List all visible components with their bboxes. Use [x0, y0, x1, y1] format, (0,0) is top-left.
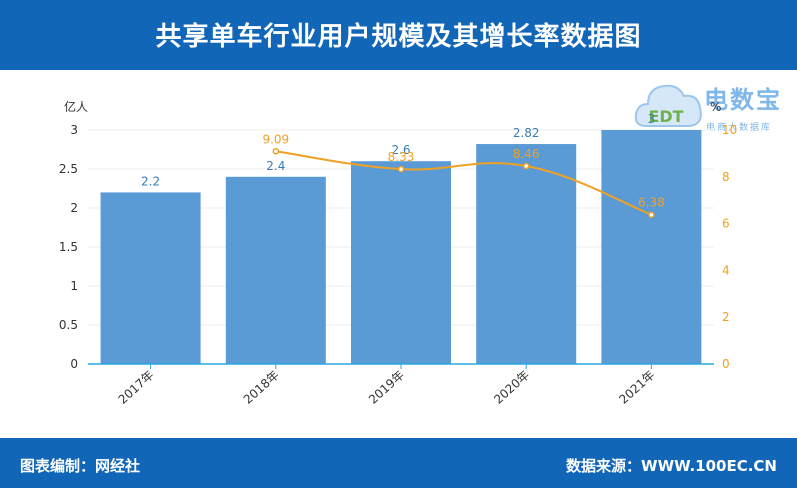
page-title: 共享单车行业用户规模及其增长率数据图 [155, 22, 642, 52]
x-tick-label: 2021年 [616, 368, 657, 407]
footer-source: 数据来源：WWW.100EC.CN [566, 457, 777, 475]
bar-value-label: 2.2 [141, 174, 160, 188]
y-tick-label: 2 [70, 201, 78, 215]
y2-axis-title: % [710, 100, 721, 114]
y-tick-label: 0 [70, 357, 78, 371]
growth-rate-label: 6.38 [638, 196, 665, 210]
title-bar: 共享单车行业用户规模及其增长率数据图 [0, 0, 797, 70]
y-axis-title: 亿人 [64, 99, 88, 114]
bar [225, 176, 326, 364]
cloud-logo-icon: EDT [634, 84, 702, 127]
bar-value-label: 2.4 [266, 159, 285, 173]
y-tick-label: 2.5 [59, 162, 78, 176]
x-tick-label: 2019年 [366, 368, 407, 407]
y-tick-label: 1.5 [59, 240, 78, 254]
growth-rate-point [648, 211, 655, 218]
bar [476, 144, 577, 364]
bar [351, 161, 451, 364]
growth-rate-label: 8.33 [388, 150, 415, 164]
bar [100, 192, 201, 364]
watermark: EDT 电数宝 电商大数据库 [632, 76, 792, 146]
watermark-brand: 电数宝 [704, 86, 782, 114]
x-tick-label: 2017年 [116, 368, 157, 407]
bar-value-label: 2.82 [513, 126, 540, 140]
y2-tick-label: 4 [722, 263, 730, 277]
bar-value-label: 3 [648, 112, 656, 126]
chart: 2.2 2.4 2.6 2.82 3 9.09 8.33 8.46 6.38 0 0.5 1 1.5… [59, 99, 737, 407]
growth-rate-point [272, 148, 280, 155]
y-tick-label: 0.5 [59, 318, 78, 332]
y2-tick-label: 2 [722, 310, 730, 324]
y2-tick-label: 10 [722, 123, 737, 137]
y-tick-label: 1 [70, 279, 78, 293]
y2-tick-label: 0 [722, 357, 730, 371]
y2-tick-label: 6 [722, 217, 730, 231]
growth-rate-point [397, 165, 405, 173]
x-tick-label: 2018年 [241, 368, 282, 407]
growth-rate-label: 9.09 [262, 132, 289, 146]
watermark-subtitle: 电商大数据库 [706, 123, 773, 133]
bar-value-label: 2.6 [391, 143, 410, 157]
footer-credit: 图表编制：网经社 [20, 457, 141, 475]
logo-text: EDT [648, 107, 683, 126]
growth-rate-line [275, 150, 652, 216]
footer-bar: 图表编制：网经社 数据来源：WWW.100EC.CN [0, 438, 797, 488]
y2-tick-label: 8 [722, 170, 730, 184]
x-tick-label: 2020年 [491, 368, 532, 407]
bar [601, 130, 702, 364]
growth-rate-label: 8.46 [513, 147, 540, 161]
growth-rate-point [522, 162, 530, 170]
y-tick-label: 3 [70, 123, 78, 137]
